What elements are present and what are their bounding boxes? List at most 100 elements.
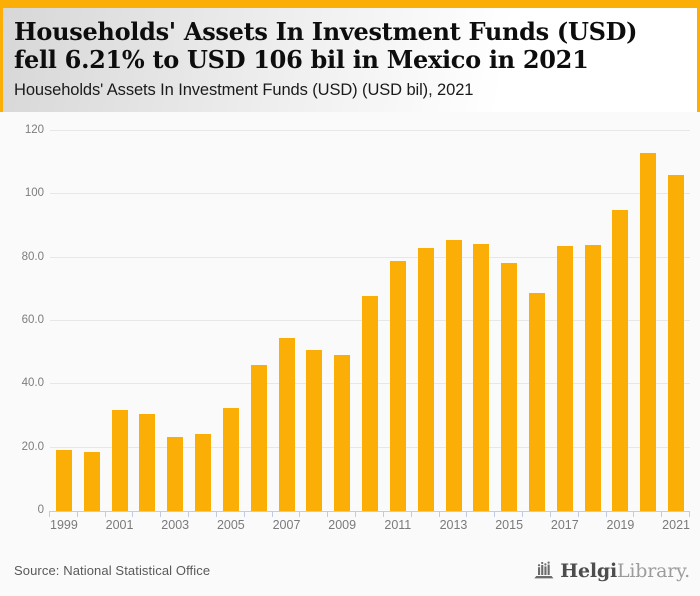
bar-slot-2021 <box>662 131 690 511</box>
x-axis-label-2001: 2001 <box>105 518 134 532</box>
logo-text: HelgiLibrary. <box>560 560 690 582</box>
bar-2002[interactable] <box>139 413 156 511</box>
y-axis-label: 120 <box>24 124 44 136</box>
x-axis-tick <box>132 511 134 517</box>
bar-slot-2002 <box>133 131 161 511</box>
x-axis-tick <box>215 511 217 517</box>
bar-2021[interactable] <box>668 175 685 511</box>
x-axis-label-2013: 2013 <box>439 518 468 532</box>
x-axis-line <box>50 511 690 512</box>
bar-2011[interactable] <box>389 260 406 511</box>
bar-slot-2020 <box>634 131 662 511</box>
y-axis-label: 100 <box>24 187 44 200</box>
gridline <box>50 193 690 195</box>
x-axis-ticks <box>49 511 690 517</box>
bar-slot-2017 <box>551 131 579 511</box>
bar-slot-2013 <box>440 131 468 511</box>
x-axis-tick <box>355 511 357 517</box>
x-axis-tick <box>188 511 190 517</box>
bar-slot-2007 <box>273 131 301 511</box>
bar-2012[interactable] <box>417 247 434 511</box>
bar-slot-2003 <box>161 131 189 511</box>
y-axis-label: 0 <box>37 504 44 516</box>
bar-slot-2000 <box>78 131 106 511</box>
x-axis-tick <box>243 511 245 517</box>
x-axis-labels: 1999 2001 2003 2005 2007 2009 2011 2013 2015 2017… <box>50 511 690 532</box>
bar-slot-2014 <box>467 131 495 511</box>
bar-slot-2008 <box>300 131 328 511</box>
bar-slot-2019 <box>607 131 635 511</box>
x-axis-label-2017: 2017 <box>550 518 579 532</box>
x-axis-label-2019: 2019 <box>606 518 635 532</box>
logo-text-library: Library. <box>617 559 690 582</box>
bar-1999[interactable] <box>55 449 72 511</box>
bar-2003[interactable] <box>167 436 184 511</box>
bar-2010[interactable] <box>362 295 379 511</box>
chart-footer: Source: National Statistical Office Helg… <box>0 545 700 596</box>
source-note: Source: National Statistical Office <box>14 563 211 578</box>
x-axis-label-2021: 2021 <box>662 518 690 532</box>
x-axis-tick <box>49 511 50 517</box>
bar-2019[interactable] <box>612 210 629 511</box>
bar-2014[interactable] <box>473 244 490 511</box>
x-axis-tick <box>410 511 412 517</box>
bar-2005[interactable] <box>222 408 239 511</box>
x-axis-tick <box>382 511 384 517</box>
chart-header: Households' Assets In Investment Funds (… <box>0 8 700 112</box>
bar-slot-2001 <box>106 131 134 511</box>
bar-slot-2005 <box>217 131 245 511</box>
bar-2000[interactable] <box>83 452 100 511</box>
bar-slot-2015 <box>495 131 523 511</box>
bar-slot-2018 <box>579 131 607 511</box>
x-axis-tick <box>494 511 496 517</box>
gridline <box>50 130 690 131</box>
x-axis-label-2005: 2005 <box>216 518 245 532</box>
bar-slot-2006 <box>245 131 273 511</box>
x-axis-tick <box>76 511 78 517</box>
x-axis-tick <box>549 511 551 517</box>
bar-2007[interactable] <box>278 337 295 511</box>
bar-slot-2004 <box>189 131 217 511</box>
x-axis-label-2003: 2003 <box>161 518 190 532</box>
gridline <box>50 256 690 258</box>
bar-2006[interactable] <box>250 365 267 511</box>
page-title: Households' Assets In Investment Funds (… <box>14 17 638 74</box>
helgi-library-logo[interactable]: HelgiLibrary. <box>533 560 690 582</box>
bar-2018[interactable] <box>584 245 601 511</box>
bar-2020[interactable] <box>640 153 657 511</box>
x-axis-tick <box>605 511 607 517</box>
x-axis-tick <box>633 511 635 517</box>
bar-2017[interactable] <box>556 245 573 511</box>
bar-slot-2011 <box>384 131 412 511</box>
x-axis-label-2009: 2009 <box>328 518 357 532</box>
x-axis-tick <box>577 511 579 517</box>
x-axis-tick <box>104 511 106 517</box>
x-axis-label-1999: 1999 <box>50 518 78 532</box>
x-axis-tick <box>466 511 468 517</box>
accent-topbar <box>0 0 700 8</box>
y-axis-labels: 120 100 80.0 60.0 40.0 20.0 0 <box>0 124 44 516</box>
logo-text-helgi: Helgi <box>560 559 617 582</box>
page-subtitle: Households' Assets In Investment Funds (… <box>14 80 474 99</box>
bar-2016[interactable] <box>528 293 545 511</box>
bar-2009[interactable] <box>334 354 351 511</box>
bar-2004[interactable] <box>195 434 212 511</box>
bar-slot-2009 <box>328 131 356 511</box>
bar-2015[interactable] <box>501 263 518 511</box>
y-axis-label: 80.0 <box>21 250 44 263</box>
x-axis-tick <box>160 511 162 517</box>
y-axis-label: 20.0 <box>21 440 44 453</box>
bar-slot-2012 <box>412 131 440 511</box>
bar-slot-2016 <box>523 131 551 511</box>
bar-chart-icon <box>534 561 554 579</box>
bar-2001[interactable] <box>111 410 128 511</box>
x-axis-tick <box>661 511 663 517</box>
bar-2013[interactable] <box>445 239 462 511</box>
x-axis-label-2015: 2015 <box>495 518 524 532</box>
x-axis-label-2007: 2007 <box>272 518 301 532</box>
bar-2008[interactable] <box>306 349 323 511</box>
y-axis-label: 40.0 <box>21 377 44 390</box>
bar-series <box>50 131 690 511</box>
bar-slot-1999 <box>50 131 78 511</box>
bar-chart-plot: 1999 2001 2003 2005 2007 2009 2011 2013 2015 2017… <box>49 130 690 532</box>
